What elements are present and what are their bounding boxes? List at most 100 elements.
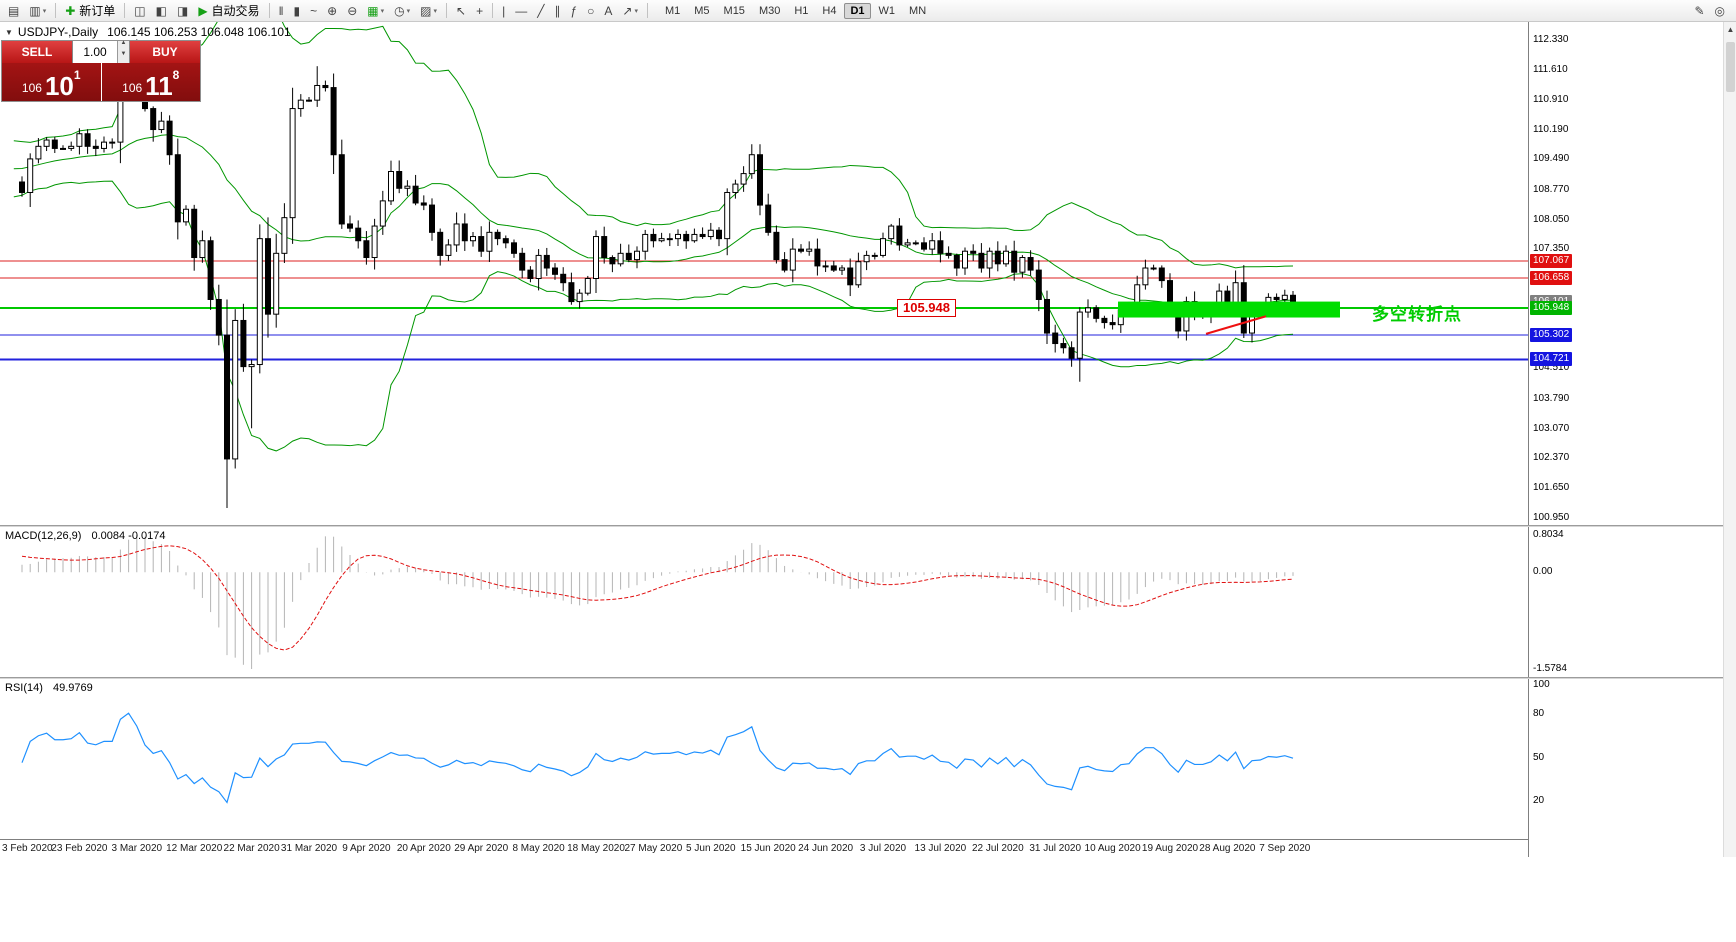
date-label: 3 Mar 2020 xyxy=(111,843,163,854)
price-axis[interactable]: 112.330 111.610 110.910 110.190 109.490 108.7… xyxy=(1528,22,1583,857)
chart-caption: ▼ USDJPY-,Daily 106.145 106.253 106.048 … xyxy=(5,25,291,39)
arrow-objects-icon[interactable]: ↗ ▾ xyxy=(622,3,638,18)
date-label: 15 Jun 2020 xyxy=(740,843,796,854)
data-window-icon[interactable]: ◧ xyxy=(155,3,167,18)
pane-splitter[interactable] xyxy=(0,677,1723,679)
rsi-level-80: 80 xyxy=(1533,707,1545,719)
new-order-button[interactable]: ✚ 新订单 xyxy=(65,3,116,18)
buy-price[interactable]: 106 11 8 xyxy=(101,63,200,101)
buy-price-pipette: 8 xyxy=(172,68,180,82)
level-price-label[interactable]: 105.948 xyxy=(897,299,956,317)
macd-header: MACD(12,26,9) 0.0084 -0.0174 xyxy=(5,530,166,542)
scrollbar[interactable]: ▲ xyxy=(1723,22,1736,857)
price-tick: 103.070 xyxy=(1533,422,1570,434)
toolbar-separator xyxy=(492,3,494,18)
date-label: 18 May 2020 xyxy=(567,843,625,854)
macd-pane[interactable] xyxy=(0,527,1528,677)
toolbar-separator xyxy=(55,3,57,18)
timeframe-m5[interactable]: M5 xyxy=(694,4,710,17)
chart-profiles-icon[interactable]: ▥ ▾ xyxy=(29,3,47,18)
sell-price[interactable]: 106 10 1 xyxy=(2,63,101,101)
tile-windows-icon[interactable]: ▦ ▾ xyxy=(367,3,385,18)
timeframe-d1[interactable]: D1 xyxy=(844,2,871,19)
trendline[interactable] xyxy=(1205,315,1267,335)
date-label: 3 Jul 2020 xyxy=(859,843,907,854)
price-tick: 103.790 xyxy=(1533,392,1570,404)
rsi-line xyxy=(21,712,1294,804)
toolbar: ▤ ▥ ▾ ✚ 新订单 ◫ ◧ ◨ ▶ 自动交易 ‖ ▮ ~ ⊕ ⊖ ▦ ▾ ◷ ▾ ▨ ▾ ↖ + | — ╱ ∥ ƒ ○ A ↗ ▾ M1 M… xyxy=(0,0,1736,22)
bollinger-lower-band xyxy=(13,180,1294,452)
fibonacci-icon[interactable]: ƒ xyxy=(570,3,578,18)
sell-button[interactable]: SELL xyxy=(2,41,72,63)
new-chart-icon[interactable]: ▤ xyxy=(8,3,20,18)
pane-splitter[interactable] xyxy=(0,525,1723,527)
shapes-icon[interactable]: ○ xyxy=(587,3,595,18)
template-icon[interactable]: ▨ ▾ xyxy=(420,3,437,18)
price-tick: 110.910 xyxy=(1533,93,1569,105)
timeframe-h4[interactable]: H4 xyxy=(822,4,837,17)
horizontal-line-icon[interactable]: — xyxy=(515,3,528,18)
one-click-trading-panel: SELL ▲ ▼ BUY 106 10 1 106 11 8 xyxy=(1,40,201,102)
time-axis[interactable]: 3 Feb 2020 23 Feb 2020 3 Mar 2020 12 Mar 20… xyxy=(0,839,1528,857)
candlestick-chart-icon[interactable]: ▮ xyxy=(293,3,301,18)
scrollbar-thumb[interactable] xyxy=(1726,42,1735,92)
price-badge-104.721: 104.721 xyxy=(1530,352,1573,367)
support-zone-rect[interactable] xyxy=(1118,301,1340,318)
price-badge-105.948: 105.948 xyxy=(1530,300,1573,315)
channel-icon[interactable]: ∥ xyxy=(554,3,561,18)
vertical-line-icon[interactable]: | xyxy=(502,3,506,18)
price-badge-105.302: 105.302 xyxy=(1530,328,1573,343)
macd-values: 0.0084 -0.0174 xyxy=(91,530,166,542)
date-label: 10 Aug 2020 xyxy=(1084,843,1141,854)
date-label: 31 Jul 2020 xyxy=(1029,843,1082,854)
volume-up-icon[interactable]: ▲ xyxy=(118,40,129,52)
price-chart-pane[interactable] xyxy=(0,22,1528,525)
timeframe-mn[interactable]: MN xyxy=(909,4,927,17)
sell-price-prefix: 106 xyxy=(21,81,42,96)
date-label: 22 Jul 2020 xyxy=(971,843,1024,854)
price-tick: 101.650 xyxy=(1533,482,1570,494)
zoom-out-icon[interactable]: ⊖ xyxy=(347,3,358,18)
sell-price-pipette: 1 xyxy=(73,68,81,82)
target-icon[interactable]: ◎ xyxy=(1714,3,1725,18)
zoom-in-icon[interactable]: ⊕ xyxy=(327,3,338,18)
scroll-up-icon[interactable]: ▲ xyxy=(1726,25,1735,34)
timeframe-m30[interactable]: M30 xyxy=(758,4,781,17)
date-label: 8 May 2020 xyxy=(512,843,565,854)
collapse-trade-panel-icon[interactable]: ▼ xyxy=(5,27,13,37)
autotrading-button[interactable]: ▶ 自动交易 xyxy=(198,3,260,18)
buy-price-prefix: 106 xyxy=(122,81,143,96)
price-tick: 111.610 xyxy=(1533,64,1568,76)
date-label: 24 Jun 2020 xyxy=(798,843,854,854)
period-icon[interactable]: ◷ ▾ xyxy=(394,3,411,18)
annotation-text[interactable]: 多空转折点 xyxy=(1372,305,1462,324)
timeframe-w1[interactable]: W1 xyxy=(878,4,896,17)
volume-input[interactable] xyxy=(73,41,117,63)
price-badge-107.067: 107.067 xyxy=(1530,254,1573,268)
timeframe-m15[interactable]: M15 xyxy=(723,4,745,17)
date-label: 13 Jul 2020 xyxy=(914,843,967,854)
bar-chart-icon[interactable]: ‖ xyxy=(278,3,284,18)
buy-price-big: 11 xyxy=(145,70,173,101)
macd-title: MACD(12,26,9) xyxy=(5,530,82,542)
rsi-pane[interactable] xyxy=(0,679,1528,839)
date-label: 23 Feb 2020 xyxy=(51,843,108,854)
price-tick: 102.370 xyxy=(1533,452,1570,464)
line-chart-icon[interactable]: ~ xyxy=(310,3,318,18)
toolbar-separator xyxy=(124,3,126,18)
macd-axis-min: -1.5784 xyxy=(1533,663,1567,674)
terminal-icon[interactable]: ◨ xyxy=(176,3,189,18)
timeframe-m1[interactable]: M1 xyxy=(664,4,681,17)
pencil-icon[interactable]: ✎ xyxy=(1694,3,1705,18)
text-icon[interactable]: A xyxy=(604,3,613,18)
cursor-icon[interactable]: ↖ xyxy=(456,3,467,18)
timeframe-h1[interactable]: H1 xyxy=(794,4,809,17)
buy-button[interactable]: BUY xyxy=(130,41,200,63)
volume-down-icon[interactable]: ▼ xyxy=(118,51,129,63)
market-watch-icon[interactable]: ◫ xyxy=(134,3,146,18)
bollinger-middle-band xyxy=(13,134,1294,314)
trendline-icon[interactable]: ╱ xyxy=(537,3,545,18)
crosshair-icon[interactable]: + xyxy=(476,3,484,18)
macd-axis-zero: 0.00 xyxy=(1533,566,1553,578)
candlesticks xyxy=(19,39,1296,509)
